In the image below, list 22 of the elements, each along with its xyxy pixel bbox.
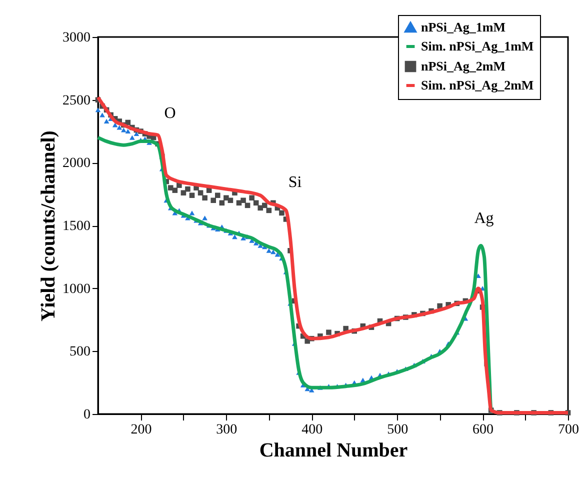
- y-tick-label: 3000: [62, 30, 90, 46]
- x-tick-label: 400: [302, 422, 323, 438]
- annotation: Ag: [474, 210, 494, 227]
- y-tick-label: 2000: [62, 156, 90, 172]
- annotation: O: [164, 105, 176, 122]
- legend-label: Sim. nPSi_Ag_1mM: [421, 38, 534, 54]
- annotation: Si: [288, 174, 302, 191]
- y-tick-label: 2500: [62, 93, 90, 108]
- x-tick-label: 600: [472, 422, 494, 438]
- y-tick-label: 1000: [62, 282, 90, 297]
- x-tick-label: 700: [558, 422, 579, 438]
- y-tick-label: 1500: [62, 219, 90, 234]
- x-tick-label: 200: [130, 422, 152, 438]
- y-tick-label: 500: [70, 344, 90, 360]
- y-tick-label: 0: [84, 408, 90, 422]
- legend-label: nPSi_Ag_1mM: [421, 20, 506, 34]
- x-tick-label: 500: [387, 422, 408, 438]
- x-tick-label: 300: [216, 422, 238, 438]
- y-axis-title: Yield (counts/channel): [38, 130, 60, 322]
- x-axis-title: Channel Number: [259, 440, 408, 462]
- legend-label: Sim. nPSi_Ag_2mM: [421, 78, 534, 92]
- legend-label: nPSi_Ag_2mM: [421, 58, 506, 74]
